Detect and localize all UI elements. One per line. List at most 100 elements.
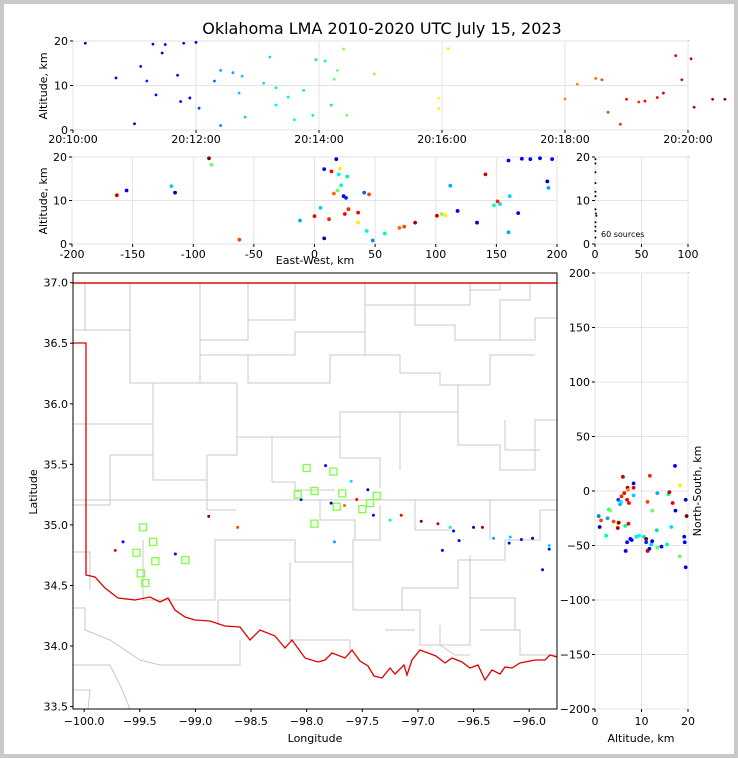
lightning-source-point: [682, 534, 687, 539]
source-count-points: [594, 158, 598, 239]
y-tick-label: 0: [60, 238, 67, 251]
lightning-source-point: [345, 113, 349, 117]
lightning-source-point: [402, 224, 407, 229]
lma-station-marker: [181, 555, 190, 565]
lightning-source-point: [446, 47, 450, 50]
x-tick-label: 50: [368, 248, 382, 261]
lightning-source-point: [631, 481, 636, 486]
lightning-source-point: [623, 549, 628, 553]
lightning-source-point: [600, 78, 604, 82]
lightning-source-point: [550, 157, 555, 162]
lightning-source-point: [604, 533, 609, 538]
lightning-source-point: [173, 190, 177, 195]
lightning-source-point: [627, 501, 631, 505]
lightning-source-point: [507, 541, 511, 545]
y-tick-label: −100: [560, 594, 590, 607]
plan-view-xlabel: Longitude: [288, 732, 343, 745]
lma-station-marker: [293, 490, 302, 499]
x-tick-label: −97.5: [345, 715, 379, 728]
y-tick-label: 10: [576, 195, 590, 208]
lightning-source-point: [545, 179, 550, 184]
y-tick-label: 20: [576, 151, 590, 164]
lightning-source-point: [631, 493, 636, 498]
lightning-source-point: [670, 501, 675, 505]
lightning-source-point: [207, 514, 211, 518]
x-tick-label: −96.5: [457, 715, 491, 728]
figure-canvas: Oklahoma LMA 2010-2020 UTC July 15, 2023…: [27, 19, 727, 745]
lightning-source-point: [448, 183, 453, 188]
lightning-source-point: [594, 236, 597, 239]
lightning-source-point: [243, 115, 247, 119]
y-tick-label: 36.0: [44, 398, 69, 411]
altitude-eastwest-xlabel: East-West, km: [276, 254, 354, 267]
northsouth-altitude-ylabel: North-South, km: [691, 446, 704, 537]
lightning-source-point: [655, 491, 660, 496]
source-count-ticks: 0 50 100 0 10 20: [576, 151, 699, 261]
lightning-source-point: [622, 491, 627, 496]
lightning-source-point: [435, 213, 439, 218]
lightning-source-point: [547, 544, 551, 547]
x-tick-label: 200: [547, 248, 568, 261]
plan-view-ylabel: Latitude: [27, 469, 40, 515]
lightning-source-point: [339, 183, 344, 188]
lightning-source-point: [680, 78, 684, 82]
lightning-source-point: [669, 525, 674, 529]
x-tick-label: −98.0: [290, 715, 324, 728]
plan-view-background: [73, 273, 557, 709]
source-count-label: 60 sources: [601, 230, 644, 239]
lightning-source-point: [83, 41, 87, 45]
x-tick-label: -50: [245, 248, 263, 261]
lightning-source-point: [647, 473, 652, 478]
lightning-source-point: [483, 172, 488, 177]
lightning-source-point: [626, 488, 630, 492]
lightning-source-point: [683, 497, 688, 502]
plan-view-ticks: −100.0 −99.5 −99.0 −98.5 −98.0 −97.5 −97.0 −96.…: [44, 277, 547, 728]
lightning-source-point: [262, 81, 266, 85]
lightning-source-point: [594, 195, 597, 198]
lightning-source-point: [176, 73, 179, 77]
y-tick-label: −150: [560, 649, 590, 662]
altitude-time-points: [83, 40, 727, 127]
y-tick-label: 36.5: [44, 337, 69, 350]
y-tick-label: 34.0: [44, 640, 69, 653]
lma-station-marker: [151, 557, 160, 566]
lightning-source-point: [436, 522, 440, 526]
lightning-source-point: [650, 508, 655, 513]
lightning-source-point: [219, 124, 223, 127]
lightning-source-point: [114, 76, 118, 80]
y-tick-label: 50: [576, 431, 590, 444]
lma-station-marker: [132, 548, 141, 557]
lightning-source-point: [495, 199, 500, 204]
y-tick-label: 100: [569, 376, 590, 389]
lightning-source-point: [457, 539, 461, 543]
x-tick-label: 0: [592, 715, 599, 728]
lightning-source-point: [472, 525, 476, 529]
lightning-source-point: [124, 188, 129, 193]
y-tick-label: 20: [54, 35, 68, 48]
lightning-source-point: [594, 208, 597, 211]
lightning-source-point: [711, 97, 714, 101]
y-tick-label: 33.5: [44, 701, 69, 714]
lightning-source-point: [508, 535, 512, 539]
lightning-source-point: [237, 91, 241, 95]
lightning-source-point: [547, 547, 551, 551]
lightning-source-point: [240, 74, 244, 78]
altitude-time-ticks: 20:10:00 20:12:00 20:14:00 20:16:00 20:18:00…: [48, 35, 712, 146]
altitude-eastwest-ticks: -200 -150 -100 -50 0 50 100 150 200 0 10 20: [53, 151, 568, 261]
lightning-source-point: [563, 97, 567, 101]
lightning-source-point: [298, 218, 302, 223]
plan-view-frame: [72, 272, 558, 710]
lightning-source-point: [197, 106, 201, 110]
lightning-source-point: [629, 538, 634, 542]
y-tick-label: 10: [54, 80, 68, 93]
lightning-source-point: [618, 122, 622, 126]
lightning-source-point: [480, 525, 484, 529]
lightning-source-point: [541, 568, 545, 572]
y-tick-label: 200: [569, 267, 590, 280]
lightning-source-point: [643, 99, 647, 103]
x-tick-label: -100: [181, 248, 206, 261]
northsouth-altitude-points: [596, 464, 689, 570]
lightning-source-point: [314, 58, 318, 62]
lightning-source-point: [531, 536, 535, 540]
lightning-source-point: [673, 508, 678, 513]
